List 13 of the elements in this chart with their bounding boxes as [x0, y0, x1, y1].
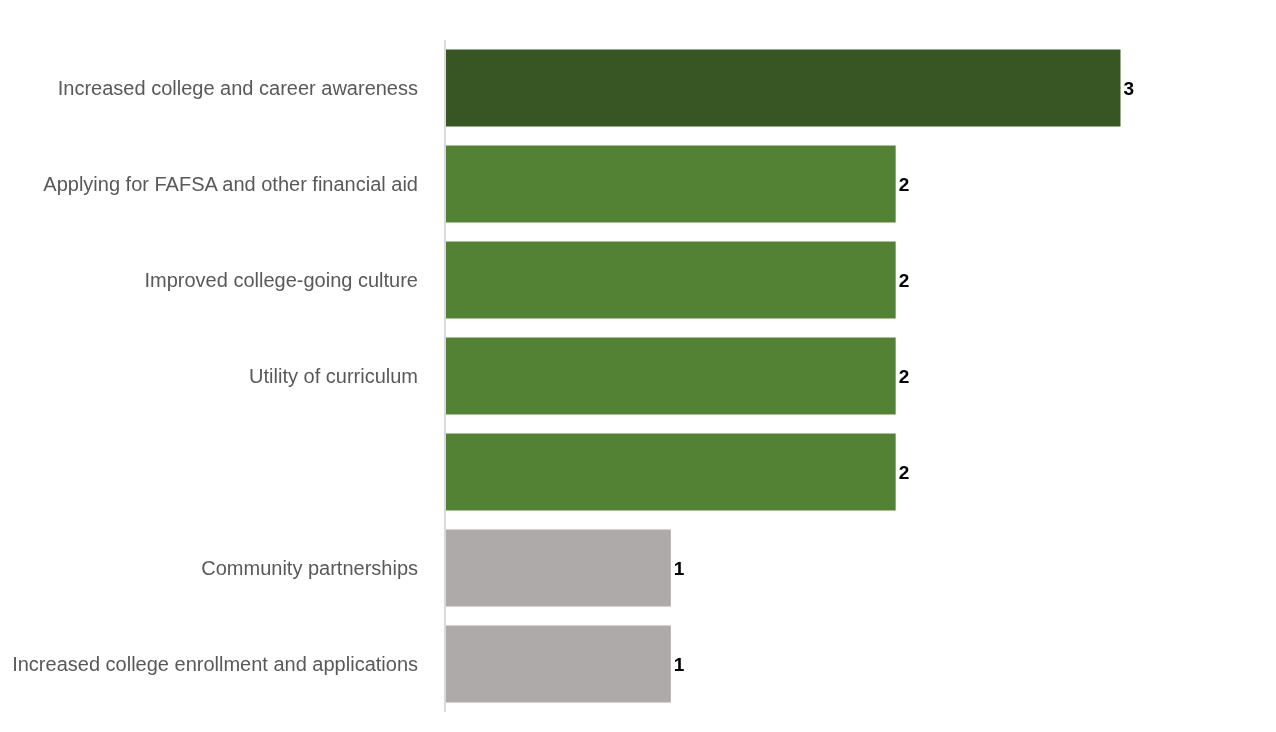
y-tick-label: Increased college enrollment and applications	[12, 653, 418, 675]
data-label: 2	[898, 365, 910, 387]
data-label: 3	[1123, 77, 1135, 99]
y-tick-label: Increased college and career awareness	[57, 77, 418, 99]
y-tick-label: Applying for FAFSA and other financial aid	[43, 173, 418, 195]
data-label: 1	[673, 557, 685, 579]
y-tick-label: Improved college-going culture	[144, 269, 418, 291]
data-label: 2	[898, 269, 910, 291]
data-label: 2	[898, 461, 910, 483]
data-label: 2	[898, 173, 910, 195]
y-tick-label: Utility of curriculum	[249, 365, 418, 387]
y-tick-label: Community partnerships	[201, 557, 418, 579]
data-label: 1	[673, 653, 685, 675]
